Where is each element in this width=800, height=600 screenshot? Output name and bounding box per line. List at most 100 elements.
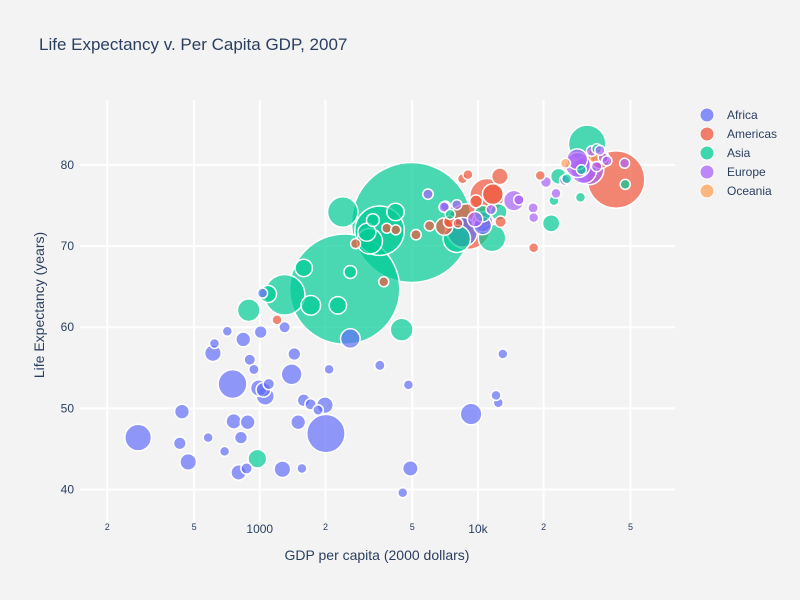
bubble-americas[interactable] (410, 228, 422, 241)
bubble-europe[interactable] (527, 211, 540, 224)
bubble-asia[interactable] (560, 172, 573, 185)
bubble-africa[interactable] (221, 325, 234, 338)
bubble-europe[interactable] (618, 157, 631, 170)
bubble-africa[interactable] (290, 414, 307, 431)
x-tick-label: 5 (628, 522, 633, 532)
bubble-africa[interactable] (273, 460, 292, 479)
y-tick-label: 40 (61, 483, 75, 497)
legend-marker-africa[interactable] (699, 107, 715, 123)
bubble-africa[interactable] (217, 368, 248, 400)
bubble-asia[interactable] (300, 294, 322, 316)
bubble-africa[interactable] (305, 413, 346, 454)
bubble-europe[interactable] (485, 203, 498, 216)
bubble-africa[interactable] (497, 348, 509, 360)
x-tick-label: 2 (541, 522, 546, 532)
bubble-asia[interactable] (575, 164, 588, 176)
bubble-africa[interactable] (172, 436, 187, 451)
bubble-asia[interactable] (386, 202, 405, 222)
bubble-americas[interactable] (468, 194, 484, 209)
bubble-africa[interactable] (396, 487, 409, 499)
x-axis-title: GDP per capita (2000 dollars) (285, 547, 470, 563)
bubble-americas[interactable] (494, 215, 508, 229)
y-tick-label: 60 (61, 320, 75, 334)
bubble-asia[interactable] (619, 178, 631, 191)
bubble-europe[interactable] (550, 187, 562, 200)
bubble-africa[interactable] (287, 346, 302, 362)
bubble-americas[interactable] (271, 314, 283, 326)
bubble-asia[interactable] (389, 317, 414, 342)
bubble-africa[interactable] (401, 459, 419, 477)
bubble-africa[interactable] (235, 331, 252, 348)
bubble-africa[interactable] (490, 389, 502, 402)
legend-marker-americas[interactable] (699, 126, 715, 142)
bubble-africa[interactable] (173, 403, 191, 420)
bubble-africa[interactable] (402, 379, 415, 391)
bubble-americas[interactable] (377, 276, 390, 288)
bubble-americas[interactable] (534, 169, 547, 182)
bubble-africa[interactable] (179, 452, 198, 471)
bubble-americas[interactable] (527, 241, 540, 254)
bubble-africa[interactable] (459, 402, 483, 426)
bubble-africa[interactable] (296, 462, 308, 475)
bubble-asia[interactable] (444, 208, 456, 221)
chart-title: Life Expectancy v. Per Capita GDP, 2007 (39, 35, 347, 54)
legend-marker-oceania[interactable] (699, 183, 715, 199)
bubble-africa[interactable] (124, 423, 153, 452)
bubble-asia[interactable] (541, 214, 561, 233)
bubble-americas[interactable] (481, 182, 504, 206)
bubble-oceania[interactable] (559, 157, 572, 170)
bubble-europe[interactable] (438, 201, 451, 214)
bubble-americas[interactable] (349, 237, 362, 250)
bubble-europe[interactable] (601, 155, 613, 167)
bubble-americas[interactable] (390, 224, 402, 236)
bubble-africa[interactable] (339, 328, 361, 350)
bubble-americas[interactable] (452, 217, 464, 230)
bubble-africa[interactable] (278, 320, 292, 334)
bubble-africa[interactable] (262, 377, 276, 391)
y-tick-label: 80 (61, 158, 75, 172)
x-tick-label: 5 (410, 522, 415, 532)
bubble-europe[interactable] (590, 160, 603, 173)
legend-label-asia[interactable]: Asia (727, 146, 751, 160)
bubble-asia[interactable] (365, 212, 381, 228)
bubble-europe[interactable] (594, 144, 606, 157)
bubble-africa[interactable] (312, 404, 325, 416)
legend-label-oceania[interactable]: Oceania (727, 184, 772, 198)
bubble-europe[interactable] (451, 198, 463, 211)
bubble-asia[interactable] (326, 196, 359, 228)
bubble-europe[interactable] (422, 188, 434, 201)
bubble-asia[interactable] (574, 191, 587, 204)
bubble-africa[interactable] (240, 461, 254, 475)
bubble-asia[interactable] (236, 298, 261, 323)
legend-label-americas[interactable]: Americas (727, 127, 777, 141)
bubble-africa[interactable] (233, 430, 249, 445)
bubble-americas[interactable] (462, 168, 474, 181)
bubble-americas[interactable] (423, 219, 436, 232)
bubble-africa[interactable] (323, 363, 335, 376)
bubble-europe[interactable] (512, 193, 525, 206)
bubble-europe[interactable] (527, 201, 540, 214)
bubble-africa[interactable] (247, 363, 260, 376)
bubble-layer (124, 124, 646, 499)
bubble-africa[interactable] (208, 337, 221, 350)
legend-marker-asia[interactable] (699, 145, 715, 161)
bubble-africa[interactable] (218, 445, 231, 458)
legend: Africa Americas Asia Europe Oceania (699, 107, 777, 199)
legend-marker-europe[interactable] (699, 164, 715, 180)
bubble-asia[interactable] (328, 295, 348, 315)
bubble-asia[interactable] (294, 258, 314, 278)
bubble-africa[interactable] (202, 431, 214, 444)
bubble-africa[interactable] (373, 359, 386, 372)
bubble-africa[interactable] (239, 414, 256, 431)
legend-label-africa[interactable]: Africa (727, 108, 758, 122)
bubble-asia[interactable] (247, 448, 268, 469)
bubble-americas[interactable] (490, 167, 509, 186)
bubble-africa[interactable] (253, 324, 268, 340)
legend-label-europe[interactable]: Europe (727, 165, 766, 179)
bubble-africa[interactable] (225, 412, 243, 430)
bubble-africa[interactable] (256, 287, 269, 299)
bubble-africa[interactable] (280, 363, 303, 386)
bubble-europe[interactable] (466, 210, 484, 228)
bubble-asia[interactable] (343, 264, 358, 280)
